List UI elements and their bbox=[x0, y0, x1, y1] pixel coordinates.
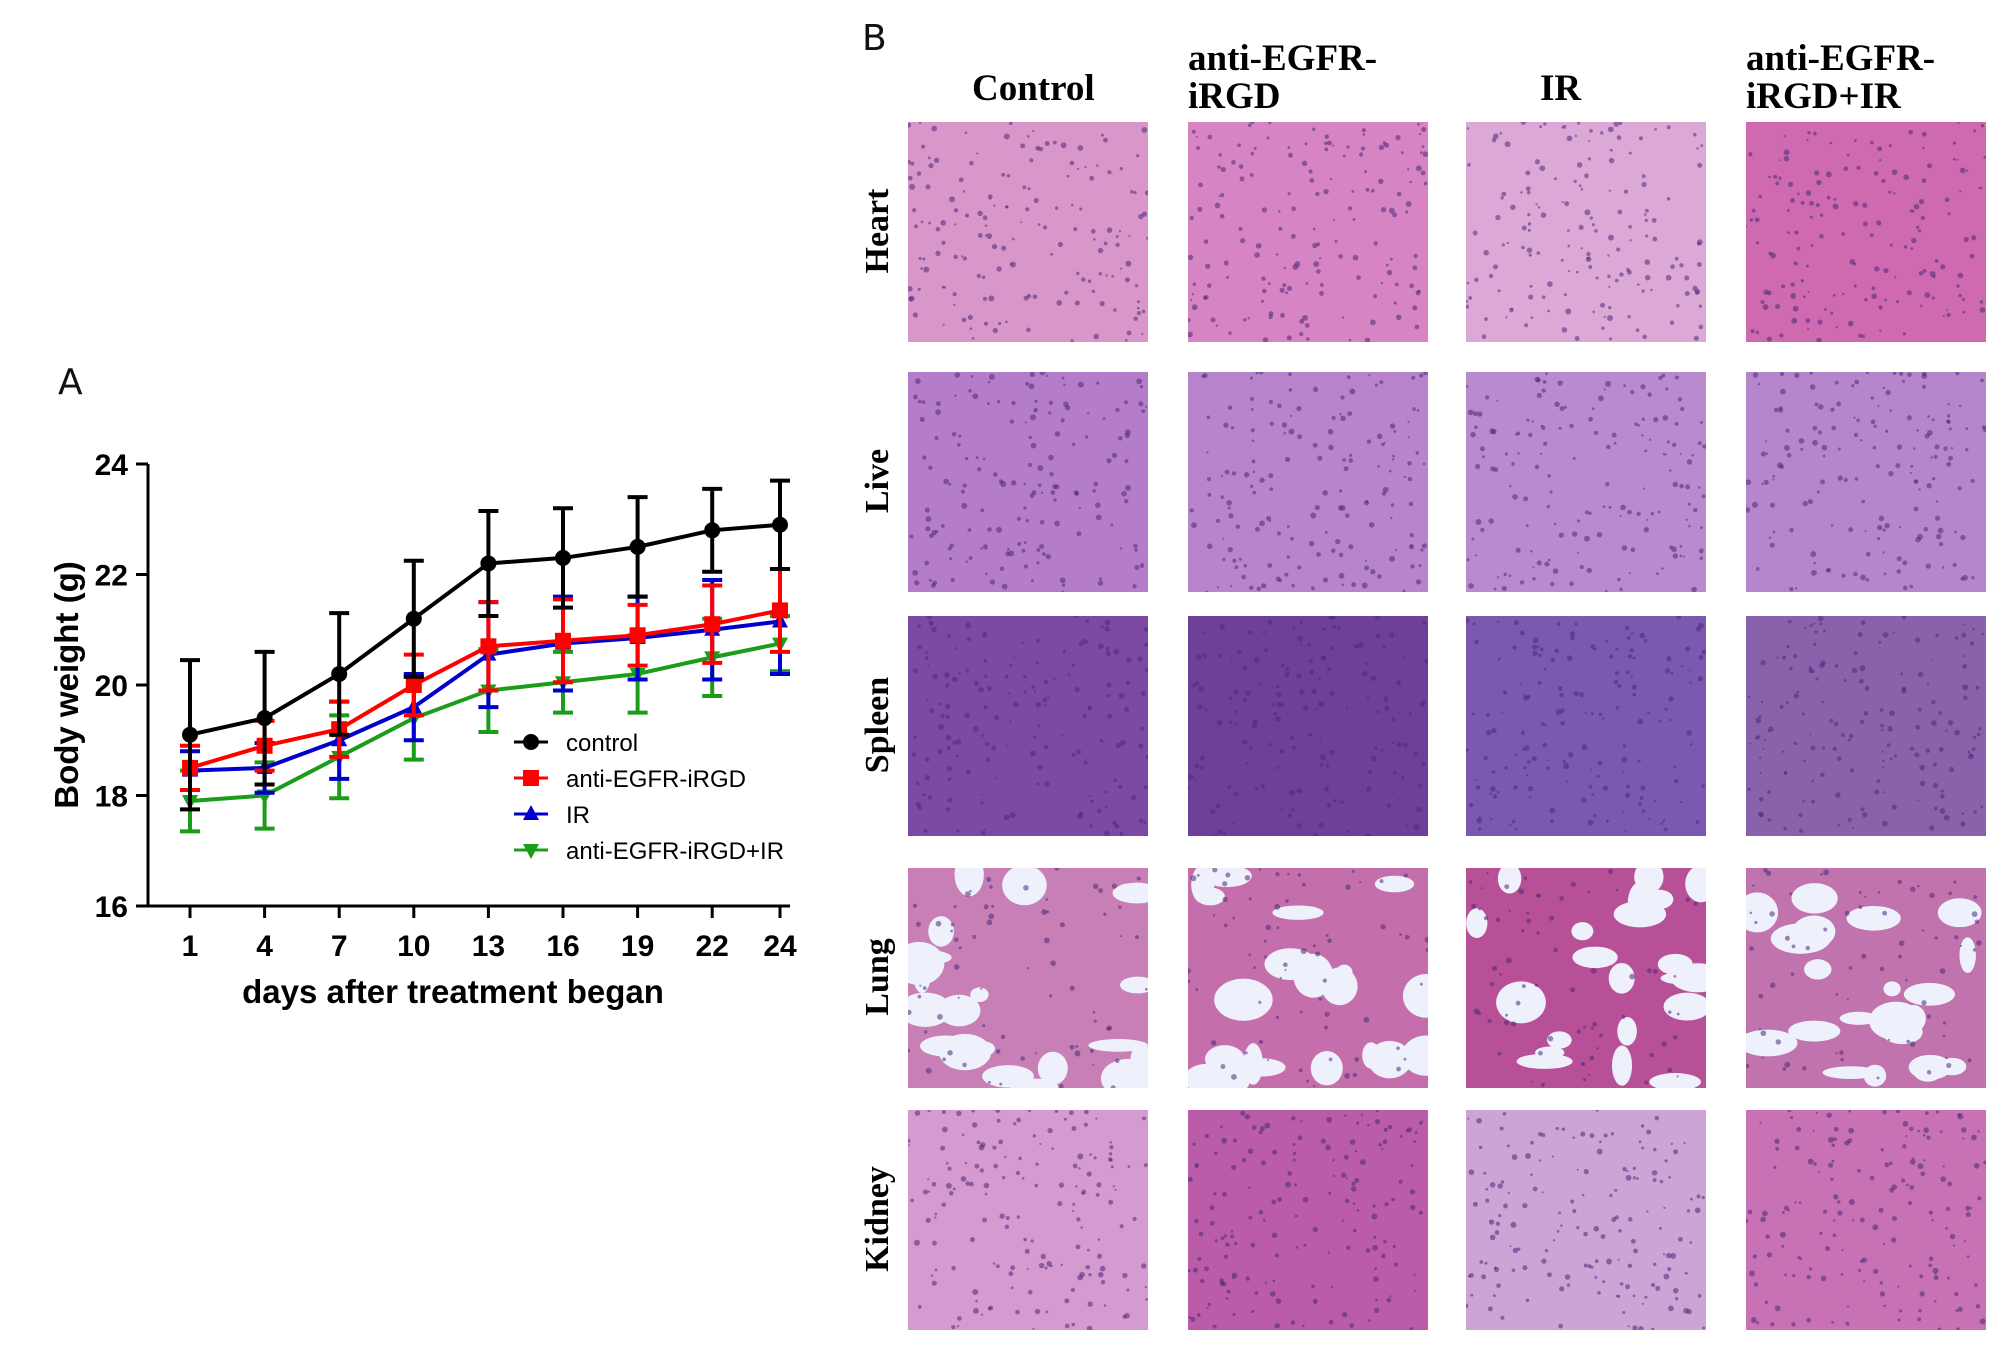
data-point bbox=[772, 516, 788, 533]
x-tick-label: 7 bbox=[331, 930, 348, 963]
histology-image bbox=[1466, 1110, 1706, 1330]
x-tick-label: 24 bbox=[763, 930, 797, 963]
row-header: Live bbox=[859, 448, 896, 514]
histology-image bbox=[1746, 868, 1986, 1088]
row-header: Lung bbox=[859, 938, 896, 1016]
data-point bbox=[555, 549, 571, 566]
x-tick-label: 1 bbox=[182, 930, 199, 963]
x-tick-label: 4 bbox=[256, 930, 273, 963]
y-tick-label: 16 bbox=[95, 891, 128, 924]
row-header: Heart bbox=[859, 188, 896, 274]
series-control bbox=[180, 478, 790, 812]
data-point bbox=[405, 677, 422, 693]
y-tick-label: 18 bbox=[95, 781, 128, 814]
data-point bbox=[480, 638, 497, 655]
histology-image bbox=[908, 616, 1148, 836]
y-axis-label: Body weight (g) bbox=[48, 561, 85, 808]
legend-swatch-marker bbox=[523, 844, 539, 859]
y-tick-label: 20 bbox=[95, 670, 128, 703]
legend-label: IR bbox=[566, 802, 590, 829]
data-point bbox=[331, 665, 348, 682]
column-header: anti-EGFR- iRGD+IR bbox=[1746, 38, 1936, 117]
column-header: anti-EGFR- iRGD bbox=[1188, 38, 1378, 117]
histology-image bbox=[1466, 868, 1706, 1088]
histology-image bbox=[1188, 868, 1428, 1088]
histology-image bbox=[1746, 1110, 1986, 1330]
data-point bbox=[256, 710, 273, 727]
histology-image bbox=[1746, 616, 1986, 836]
x-tick-label: 22 bbox=[696, 930, 729, 963]
histology-image bbox=[1188, 616, 1428, 836]
histology-image bbox=[908, 868, 1148, 1088]
column-header: Control bbox=[972, 68, 1095, 109]
body-weight-chart: 16 18 20 22 24 1 4 7 10 13 16 19 22 24 days after trea… bbox=[48, 449, 797, 1010]
histology-image bbox=[908, 122, 1148, 342]
legend-swatch-marker bbox=[523, 770, 539, 786]
panel-b-label: B bbox=[862, 18, 887, 59]
histology-image bbox=[1746, 122, 1986, 342]
data-point bbox=[704, 616, 721, 633]
row-header: Kidney bbox=[859, 1166, 896, 1272]
legend-label: control bbox=[566, 730, 638, 757]
legend-swatch-marker bbox=[523, 805, 539, 820]
histology-image bbox=[1188, 122, 1428, 342]
x-tick-label: 13 bbox=[472, 930, 505, 963]
histology-image bbox=[1188, 372, 1428, 592]
data-point bbox=[629, 538, 646, 555]
legend: control anti-EGFR-iRGD IR anti-EGFR-iRGD+IR bbox=[514, 730, 784, 865]
data-point bbox=[555, 632, 571, 649]
data-point bbox=[182, 726, 198, 743]
x-tick-label: 19 bbox=[621, 930, 654, 963]
legend-label: anti-EGFR-iRGD bbox=[566, 766, 746, 793]
column-header: IR bbox=[1540, 68, 1582, 109]
x-axis-label: days after treatment began bbox=[242, 973, 664, 1010]
legend-swatch-marker bbox=[523, 734, 539, 750]
histology-image bbox=[1466, 616, 1706, 836]
data-point bbox=[480, 555, 497, 572]
legend-label: anti-EGFR-iRGD+IR bbox=[566, 838, 784, 865]
histology-image bbox=[908, 372, 1148, 592]
data-point bbox=[772, 602, 788, 619]
data-point bbox=[629, 627, 646, 644]
y-tick-label: 22 bbox=[95, 560, 128, 593]
series-anti-egfr-irgd bbox=[180, 566, 790, 792]
x-tick-label: 10 bbox=[397, 930, 430, 963]
data-point bbox=[704, 522, 721, 539]
x-tick-label: 16 bbox=[546, 930, 579, 963]
histology-image bbox=[1188, 1110, 1428, 1330]
y-tick-label: 24 bbox=[95, 449, 129, 482]
panel-a-label: A bbox=[58, 362, 83, 403]
histology-image bbox=[1746, 372, 1986, 592]
row-header: Spleen bbox=[859, 676, 896, 774]
histology-image bbox=[1466, 122, 1706, 342]
data-point bbox=[405, 610, 422, 627]
histology-image bbox=[908, 1110, 1148, 1330]
histology-image bbox=[1466, 372, 1706, 592]
